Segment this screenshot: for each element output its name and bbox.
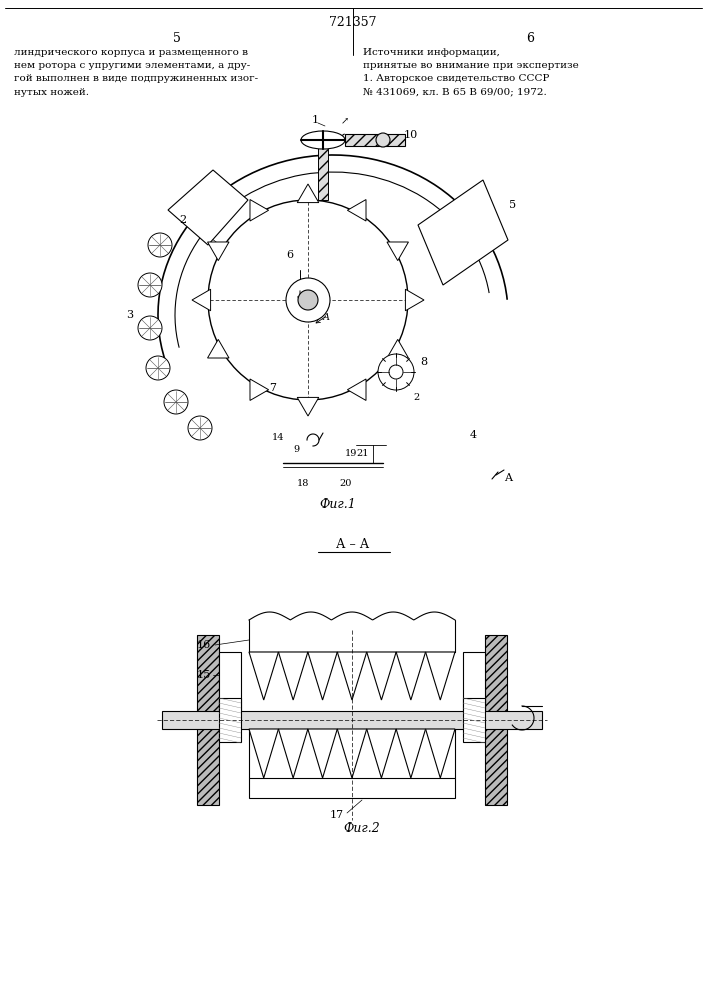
Circle shape [138, 316, 162, 340]
Polygon shape [249, 729, 279, 778]
Bar [463, 652, 485, 711]
Circle shape [138, 273, 162, 297]
Polygon shape [308, 652, 337, 700]
Polygon shape [387, 339, 409, 358]
Text: 15: 15 [197, 670, 211, 680]
Polygon shape [396, 652, 426, 700]
Text: 19: 19 [345, 448, 357, 458]
Polygon shape [418, 180, 508, 285]
Circle shape [208, 200, 408, 400]
Text: 6: 6 [286, 250, 293, 260]
Text: 20: 20 [340, 479, 352, 488]
Polygon shape [279, 729, 308, 778]
Text: ↗: ↗ [341, 117, 349, 126]
Text: Фиг.2: Фиг.2 [344, 822, 380, 834]
Circle shape [164, 390, 188, 414]
Text: линдрического корпуса и размещенного в
нем ротора с упругими элементами, а дру-
: линдрического корпуса и размещенного в н… [14, 48, 258, 97]
Bar [162, 711, 542, 729]
Polygon shape [367, 729, 396, 778]
Circle shape [146, 356, 170, 380]
Bar [318, 145, 328, 200]
Text: 17: 17 [330, 810, 344, 820]
Polygon shape [426, 729, 455, 778]
Polygon shape [250, 200, 269, 221]
Text: 10: 10 [404, 130, 418, 140]
Polygon shape [208, 242, 229, 261]
Text: 8: 8 [421, 357, 428, 367]
Text: А – А: А – А [337, 538, 370, 552]
Polygon shape [297, 184, 319, 203]
Text: 16: 16 [197, 640, 211, 650]
Text: A: A [504, 473, 512, 483]
Text: Фиг.1: Фиг.1 [320, 498, 356, 512]
Text: 21: 21 [357, 448, 369, 458]
Bar [485, 635, 507, 805]
Text: 9: 9 [293, 446, 299, 454]
Polygon shape [250, 379, 269, 400]
Text: 18: 18 [297, 479, 309, 488]
Circle shape [188, 416, 212, 440]
Text: 6: 6 [526, 31, 534, 44]
Polygon shape [347, 379, 366, 400]
Bar [249, 778, 455, 798]
Circle shape [376, 133, 390, 147]
Text: 5: 5 [173, 31, 181, 44]
Text: 7: 7 [269, 383, 276, 393]
Text: 3: 3 [127, 310, 134, 320]
Polygon shape [279, 652, 308, 700]
Text: 721357: 721357 [329, 15, 377, 28]
Polygon shape [297, 397, 319, 416]
Bar [219, 652, 241, 711]
Text: 5: 5 [510, 200, 517, 210]
Text: 2: 2 [180, 215, 187, 225]
Circle shape [378, 354, 414, 390]
Polygon shape [192, 289, 211, 311]
Text: 4: 4 [469, 430, 477, 440]
Polygon shape [337, 729, 367, 778]
Text: A: A [322, 314, 329, 322]
Polygon shape [168, 170, 248, 245]
Circle shape [389, 365, 403, 379]
Polygon shape [208, 339, 229, 358]
Polygon shape [337, 652, 367, 700]
Text: 14: 14 [271, 432, 284, 442]
Text: Источники информации,
принятые во внимание при экспертизе
1. Авторское свидетель: Источники информации, принятые во вниман… [363, 48, 579, 97]
Polygon shape [367, 652, 396, 700]
Polygon shape [426, 652, 455, 700]
Circle shape [286, 278, 330, 322]
Circle shape [148, 233, 172, 257]
Text: 2: 2 [413, 392, 419, 401]
Polygon shape [405, 289, 424, 311]
Polygon shape [396, 729, 426, 778]
Bar [345, 134, 405, 146]
Bar [219, 698, 241, 742]
Ellipse shape [301, 131, 345, 149]
Polygon shape [347, 200, 366, 221]
Text: 1: 1 [312, 115, 319, 125]
Circle shape [298, 290, 318, 310]
Polygon shape [387, 242, 409, 261]
Bar [197, 635, 219, 805]
Bar [463, 698, 485, 742]
Polygon shape [308, 729, 337, 778]
Polygon shape [249, 652, 279, 700]
